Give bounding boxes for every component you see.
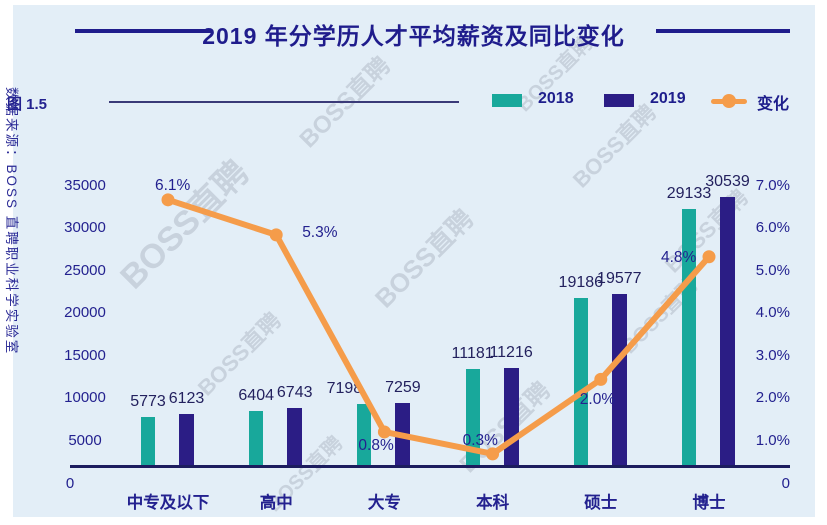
bar-2018-0 [141, 417, 155, 468]
change-point-2 [377, 425, 391, 439]
figure-rule [109, 101, 459, 103]
tick-label-right-4: 3.0% [755, 346, 790, 364]
change-label-2: 0.8% [358, 436, 394, 454]
change-point-4 [594, 372, 608, 386]
legend-swatch-2018 [492, 94, 522, 107]
category-label-4: 硕士 [584, 494, 618, 512]
legend-label-2019: 2019 [650, 90, 686, 107]
change-point-1 [269, 228, 283, 242]
title-rule-left [75, 29, 212, 33]
bar-value-2018-5: 29133 [666, 185, 712, 202]
tick-label-left-7: 0 [65, 475, 75, 492]
tick-label-left-6: 5000 [68, 431, 102, 449]
tick-label-left-1: 30000 [64, 219, 106, 237]
bar-value-2019-1: 6743 [276, 384, 313, 401]
bar-value-2018-0: 5773 [130, 393, 166, 410]
change-line [165, 196, 712, 457]
bar-value-2019-3: 11216 [489, 344, 533, 361]
tick-label-right-6: 1.0% [755, 431, 790, 449]
bar-2019-1 [287, 408, 303, 468]
bar-value-2018-1: 6404 [238, 387, 274, 404]
tick-label-left-5: 10000 [64, 389, 106, 407]
bar-value-2018-4: 19186 [558, 274, 604, 291]
tick-label-left-0: 35000 [64, 177, 106, 194]
bar-value-2018-3: 11181 [451, 345, 494, 362]
category-label-0: 中专及以下 [126, 494, 210, 512]
category-label-2: 大专 [367, 494, 401, 512]
category-label-1: 高中 [259, 494, 293, 512]
x-axis-line [70, 465, 790, 468]
change-label-0: 6.1% [155, 176, 191, 194]
figure-label: 图 1.5 [7, 96, 48, 113]
change-label-4: 2.0% [579, 391, 616, 409]
title-rule-right [656, 29, 790, 33]
bar-2018-4 [573, 298, 588, 468]
bar-2018-2 [357, 404, 372, 468]
category-label-3: 本科 [476, 494, 510, 512]
page-title: 2019 年分学历人才平均薪资及同比变化 [202, 23, 625, 49]
change-label-5: 4.8% [661, 248, 697, 266]
bar-value-2018-2: 7198 [326, 380, 363, 397]
tick-label-right-1: 6.0% [755, 219, 790, 237]
change-label-3: 0.3% [462, 431, 498, 449]
legend-label-2018: 2018 [538, 90, 574, 107]
bar-2019-5 [720, 197, 735, 468]
tick-label-left-3: 20000 [64, 304, 106, 322]
bar-value-2019-4: 19577 [597, 270, 642, 287]
legend-dot-change-icon [722, 94, 736, 108]
bar-value-2019-0: 6123 [168, 390, 205, 407]
bar-2019-0 [179, 414, 194, 468]
change-point-5 [702, 250, 716, 264]
tick-label-right-3: 4.0% [755, 304, 790, 322]
bar-2018-3 [465, 369, 480, 468]
bar-value-2019-5: 30539 [705, 173, 750, 190]
tick-label-right-0: 7.0% [755, 177, 790, 194]
change-label-1: 5.3% [302, 223, 338, 241]
tick-label-left-4: 15000 [64, 346, 106, 364]
legend-label-change: 变化 [757, 96, 790, 113]
category-label-5: 博士 [692, 494, 726, 512]
tick-label-right-7: 0 [781, 475, 790, 492]
legend-swatch-2019 [604, 94, 634, 107]
bar-value-2019-2: 7259 [385, 379, 421, 396]
tick-label-right-2: 5.0% [755, 261, 790, 279]
change-point-3 [486, 447, 500, 461]
bar-2018-1 [249, 411, 264, 468]
tick-label-right-5: 2.0% [755, 389, 790, 407]
bar-2019-4 [611, 294, 627, 468]
change-point-0 [161, 193, 175, 207]
tick-label-left-2: 25000 [64, 261, 106, 279]
